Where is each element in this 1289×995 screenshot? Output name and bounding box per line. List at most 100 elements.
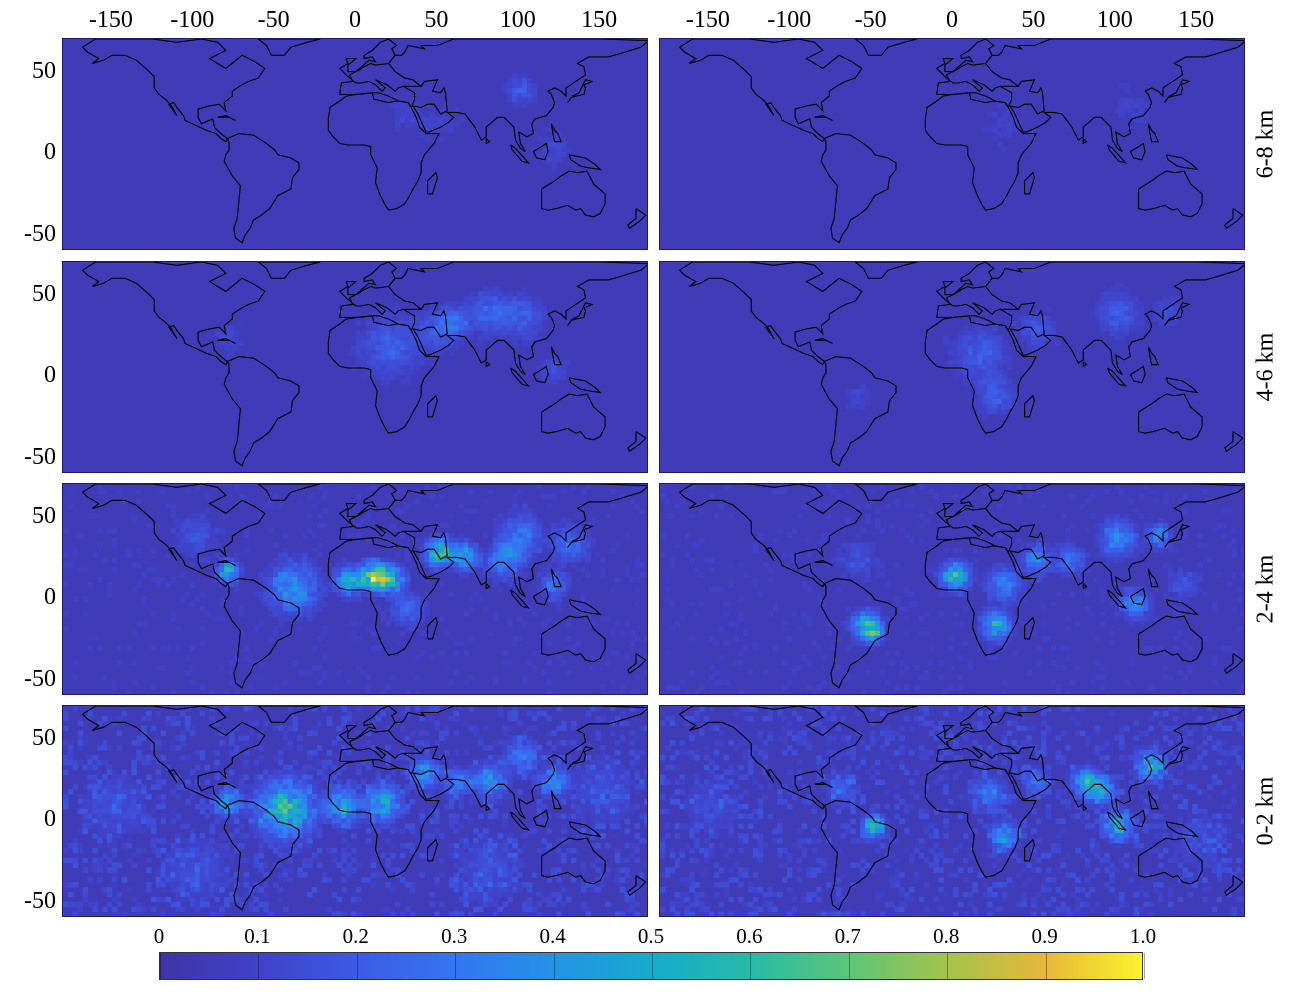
- coastline: [82, 262, 266, 366]
- coastline: [327, 759, 440, 878]
- map-heatmap: [660, 39, 1244, 249]
- coastline: [627, 431, 647, 453]
- coastline: [217, 782, 236, 788]
- coastline: [679, 39, 863, 143]
- colorbar-tick-label: 0.7: [834, 924, 861, 948]
- coastline: [1164, 524, 1191, 548]
- coastline: [1129, 809, 1146, 828]
- coastline: [1138, 170, 1203, 218]
- colorbar-tick-label: 0.8: [933, 924, 960, 948]
- coastline: [550, 790, 562, 810]
- y-tick: 50: [32, 280, 56, 307]
- right-x-tick: 0: [946, 7, 958, 33]
- coastline: [1138, 837, 1203, 885]
- coastline: [387, 262, 647, 375]
- coastline: [984, 39, 1244, 152]
- map-panel-6-8-km-left: [62, 38, 648, 250]
- colorbar-tick: [1045, 953, 1047, 979]
- coastline: [1147, 568, 1159, 588]
- coastline: [1164, 746, 1191, 770]
- coastline: [679, 484, 863, 588]
- coastline: [1224, 208, 1244, 230]
- coastline: [217, 560, 236, 566]
- coastline: [1024, 616, 1035, 640]
- colorbar-tick: [652, 953, 653, 979]
- coastline: [427, 171, 438, 195]
- coastline: [1107, 589, 1128, 609]
- row-label: 6-8 km: [1252, 109, 1279, 179]
- coastline: [568, 821, 602, 838]
- coastline: [1138, 393, 1203, 441]
- coastline: [327, 537, 440, 656]
- y-tick: -50: [24, 887, 56, 914]
- coastline: [679, 706, 863, 810]
- colorbar-tick-label: 0.4: [539, 924, 566, 948]
- coastline: [1164, 302, 1191, 326]
- coastline: [1082, 583, 1088, 590]
- coastline: [568, 599, 602, 616]
- coastline: [984, 484, 1244, 597]
- y-tick: 0: [44, 806, 56, 833]
- coastline: [223, 356, 300, 467]
- map-heatmap: [660, 262, 1244, 472]
- coastline: [1082, 805, 1088, 812]
- y-tick: -50: [24, 220, 56, 247]
- coastline: [627, 653, 647, 675]
- colorbar-tick: [455, 953, 457, 979]
- coastline: [510, 367, 531, 387]
- left-x-tick: 100: [499, 7, 536, 33]
- coastline: [1165, 154, 1199, 171]
- coastline: [820, 133, 897, 244]
- coastline: [1024, 838, 1035, 862]
- coastline: [924, 759, 1037, 878]
- colorbar-tick-label: 0.2: [342, 924, 369, 948]
- coastline: [485, 583, 491, 590]
- coastline: [567, 746, 594, 770]
- coastline: [1165, 377, 1199, 394]
- coastline: [627, 208, 647, 230]
- coastline: [854, 39, 918, 56]
- coastline: [567, 79, 594, 103]
- y-tick: 0: [44, 362, 56, 389]
- colorbar: [159, 952, 1145, 980]
- coastline: [814, 782, 833, 788]
- coastline: [814, 115, 833, 121]
- coastline: [1164, 79, 1191, 103]
- coastline: [485, 805, 491, 812]
- map-panel-2-4-km-right: [659, 483, 1245, 695]
- right-x-tick: -50: [854, 7, 887, 33]
- coastline: [1129, 587, 1146, 606]
- right-x-tick: 150: [1178, 7, 1215, 33]
- coastline: [820, 800, 897, 911]
- coastline: [82, 484, 266, 588]
- coastline: [485, 361, 491, 368]
- coastline: [1082, 361, 1088, 368]
- coastline: [1224, 875, 1244, 897]
- map-heatmap: [63, 484, 647, 694]
- row-label: 2-4 km: [1252, 554, 1279, 624]
- y-tick: 50: [32, 57, 56, 84]
- coastline: [924, 537, 1037, 656]
- coastline: [1129, 142, 1146, 161]
- coastline: [1082, 138, 1088, 145]
- y-tick: -50: [24, 665, 56, 692]
- colorbar-tick-label: 1.0: [1129, 924, 1157, 948]
- coastline: [1224, 431, 1244, 453]
- colorbar-tick-label: 0.6: [736, 924, 763, 948]
- colorbar-tick: [848, 953, 850, 979]
- coastline: [627, 875, 647, 897]
- colorbar-tick: [356, 953, 358, 979]
- colorbar-tick: [258, 953, 260, 979]
- coastline: [550, 346, 562, 366]
- right-x-tick: -150: [685, 7, 730, 33]
- coastline: [820, 578, 897, 689]
- coastline: [567, 302, 594, 326]
- y-tick: 50: [32, 724, 56, 751]
- y-tick: 0: [44, 139, 56, 166]
- colorbar-tick-label: 0.1: [244, 924, 271, 948]
- coastline: [1138, 615, 1203, 663]
- coastline: [82, 706, 266, 810]
- coastline: [550, 568, 562, 588]
- coastline: [1165, 599, 1199, 616]
- map-panel-0-2-km-right: [659, 705, 1245, 917]
